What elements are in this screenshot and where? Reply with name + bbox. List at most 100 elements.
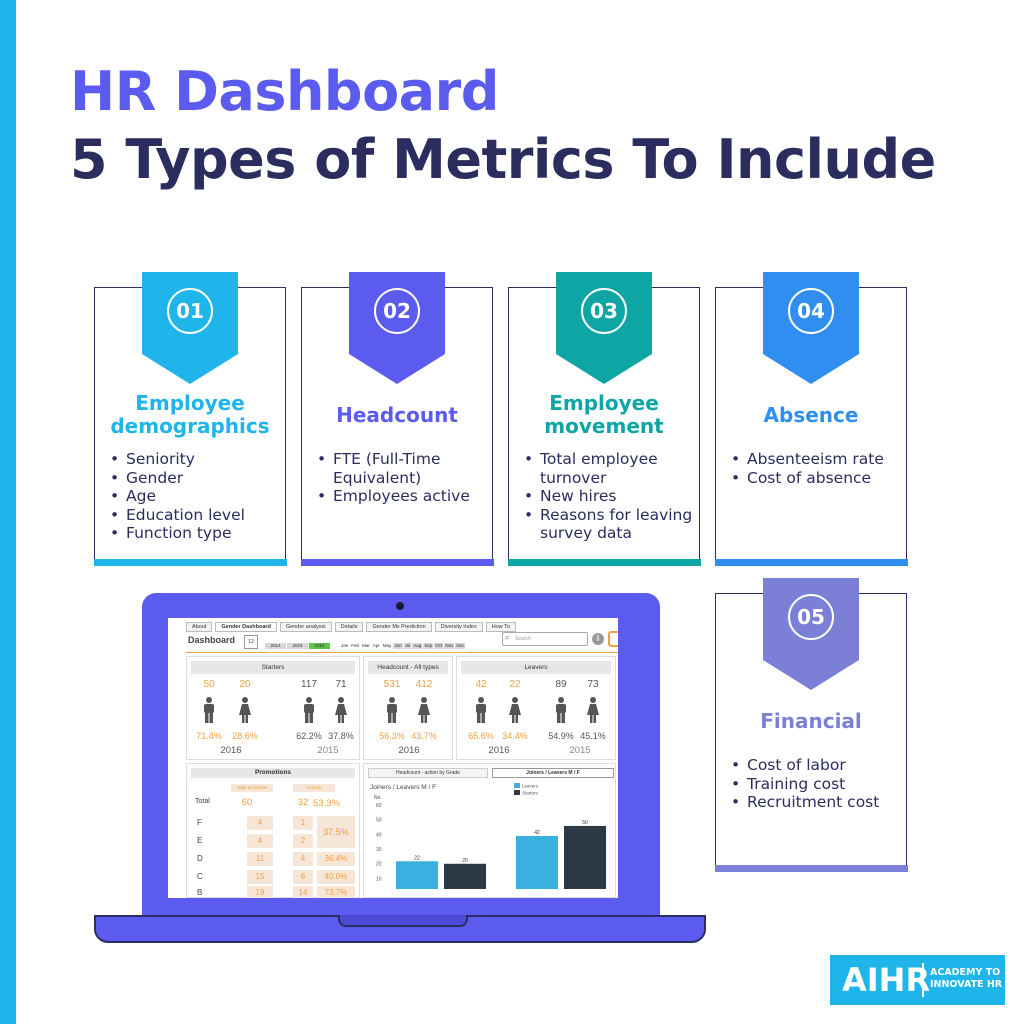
info-icon[interactable]: i [592,633,604,645]
bar [396,861,438,889]
leavers-2016-male-pct: 65.6% [468,731,494,741]
y-tick-label: 60 [376,803,382,809]
ribbon-badge: 01 [142,272,238,384]
panel-header: Promotions [191,768,355,778]
leavers-2016-male: 42 [475,679,487,690]
search-input[interactable]: Search [502,632,588,646]
bar [564,825,606,889]
y-tick-label: 30 [376,847,382,853]
leavers-panel: Leavers 42 22 89 73 65.6% 34.4% 54.9% 45… [456,656,616,760]
dashboard-tabs: About Gender Dashboard Gender analysis D… [186,622,516,632]
metric-list: Cost of labor Training cost Recruitment … [728,756,900,812]
bar-value-label: 42 [534,830,540,836]
list-item: Cost of absence [728,469,900,488]
tab-about[interactable]: About [186,622,213,632]
list-item: Recruitment cost [728,793,900,812]
female-icon [586,697,600,723]
card-bottom-stripe [93,558,287,566]
list-item: Absenteeism rate [728,450,900,469]
year-2014[interactable]: 2014 [265,643,286,649]
ribbon-badge: 02 [349,272,445,384]
tab-details[interactable]: Details [334,622,364,632]
chart-tab-joiners-leavers[interactable]: Joiners / Leavers M / F [492,768,614,778]
headcount-male: 531 [383,679,401,690]
list-item: FTE (Full-Time Equivalent) [314,450,486,487]
starters-2016-male-pct: 71.4% [196,731,222,741]
y-tick-label: 40 [376,832,382,838]
legend-swatch [514,790,520,795]
panel-header: Headcount - All types [368,661,448,674]
month-item[interactable]: Sep [423,643,434,649]
promotions-panel: Promotions Male & Female Female Total 60… [186,763,360,898]
ribbon-badge: 03 [556,272,652,384]
tab-gender-dashboard[interactable]: Gender Dashboard [215,622,277,632]
month-item[interactable]: Jul [403,643,412,649]
legend-label: Leavers [522,784,539,789]
chart-tab-headcount-grade[interactable]: Headcount - action by Grade [368,768,488,778]
bar-value-label: 50 [582,820,588,826]
year-2016[interactable]: 2016 [309,643,330,649]
dashboard-title: Dashboard [188,635,236,645]
list-item: Age [107,487,279,506]
ribbon-badge: 05 [763,578,859,690]
starters-2015-female-pct: 37.8% [328,731,354,741]
headcount-male-pct: 56.3% [379,731,405,741]
month-item[interactable]: Jan [341,643,349,648]
month-item[interactable]: Oct [434,643,444,649]
list-item: Cost of labor [728,756,900,775]
year-label: 2016 [398,745,420,756]
promo-row-c: C 15 6 40.0% [187,870,361,885]
y-tick-label: 50 [376,818,382,824]
card-number: 05 [788,594,834,640]
month-item[interactable]: Apr [372,643,380,648]
list-item: Gender [107,469,279,488]
card-number: 04 [788,288,834,334]
male-icon [385,697,399,723]
year-label: 2015 [569,745,591,756]
metric-list: Total employee turnover New hires Reason… [521,450,693,543]
starters-2016-female: 20 [239,679,251,690]
month-item[interactable]: May [382,643,392,648]
tab-diversity-index[interactable]: Diversity Index [434,622,483,632]
month-item[interactable]: Feb [351,643,360,648]
card-title: Employee demographics [110,391,270,438]
logo-divider [922,963,924,997]
logo-text: ACADEMY TO INNOVATE HR [930,967,1003,990]
headcount-panel: Headcount - All types 531 412 56.3% 43.7… [363,656,453,760]
list-item: Total employee turnover [521,450,693,487]
starters-2016-female-pct: 28.6% [232,731,258,741]
card-bottom-stripe [300,558,494,566]
month-item[interactable]: Dec [455,643,466,649]
joiners-leavers-chart: Joiners / Leavers M / F No. 60 50 40 30 20 10 Le… [370,783,606,889]
female-icon [508,697,522,723]
month-item[interactable]: Mar [362,643,370,648]
card-number: 03 [581,288,627,334]
female-icon [238,697,252,723]
metric-list: Absenteeism rate Cost of absence [728,450,900,487]
card-title: Employee movement [544,391,664,438]
laptop-screen: About Gender Dashboard Gender analysis D… [168,618,618,898]
divider [186,652,618,653]
month-item[interactable]: Jun [393,643,403,649]
headcount-female-pct: 43.7% [411,731,437,741]
promo-row-f: F 4 1 [187,816,361,831]
page-title: HR Dashboard [70,60,499,123]
card-headcount: 02 Headcount FTE (Full-Time Equivalent) … [300,272,494,566]
card-title: Absence [763,403,859,427]
month-item[interactable]: Nov [444,643,455,649]
tab-gender-analysis[interactable]: Gender analysis [279,622,332,632]
bar [516,836,558,889]
calendar-icon[interactable]: 12 [244,635,258,649]
year-2015[interactable]: 2015 [287,643,308,649]
year-selector: 2014 2015 2016 [265,643,331,649]
tab-how-to[interactable]: How To [485,622,516,632]
list-item: Seniority [107,450,279,469]
tab-gender-mx-prediction[interactable]: Gender Mx Prediction [366,622,432,632]
toolbar-button[interactable] [608,631,618,647]
year-label: 2016 [220,745,242,756]
camera-icon [396,602,404,610]
month-item[interactable]: Aug [412,643,423,649]
list-item: Function type [107,524,279,543]
laptop-notch [338,915,468,927]
